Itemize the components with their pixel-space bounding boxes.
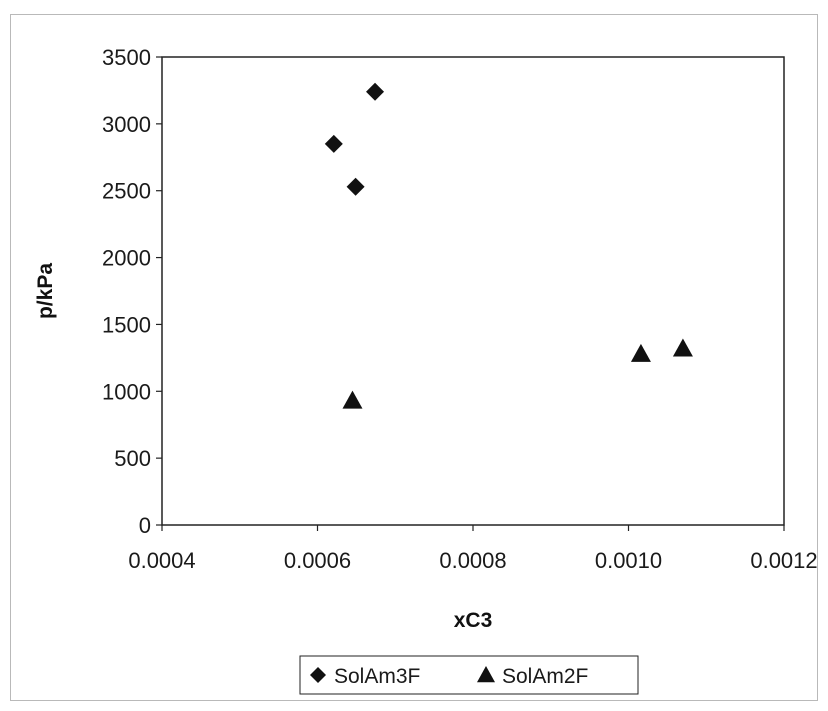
- y-tick-label: 2500: [102, 179, 151, 204]
- x-tick-label: 0.0006: [284, 548, 351, 573]
- y-axis-ticks: 0 500 1000 1500 2000 2500 3000 3500: [102, 45, 162, 538]
- legend-label: SolAm2F: [502, 665, 588, 688]
- x-axis-ticks: 0.0004 0.0006 0.0008 0.0010 0.0012: [128, 525, 818, 573]
- y-tick-label: 2000: [102, 246, 151, 271]
- plot-area: [161, 56, 785, 526]
- x-tick-label: 0.0004: [128, 548, 195, 573]
- x-axis-title: xC3: [454, 609, 493, 632]
- point-solam3f: [346, 177, 365, 196]
- legend: SolAm3F SolAm2F: [299, 655, 639, 695]
- x-tick-label: 0.0008: [439, 548, 506, 573]
- legend-box: [299, 655, 639, 695]
- point-solam2f: [630, 343, 651, 362]
- y-tick-label: 1500: [102, 312, 151, 337]
- y-axis-title: p/kPa: [34, 263, 57, 319]
- y-tick-label: 0: [139, 513, 151, 538]
- legend-marker-diamond-icon: [310, 667, 326, 683]
- x-tick-label: 0.0010: [595, 548, 662, 573]
- data-points: [324, 82, 693, 409]
- y-tick-label: 3500: [102, 45, 151, 70]
- point-solam3f: [324, 134, 343, 153]
- y-tick-label: 3000: [102, 112, 151, 137]
- y-tick-label: 500: [114, 446, 151, 471]
- point-solam2f: [342, 390, 363, 409]
- y-tick-label: 1000: [102, 379, 151, 404]
- x-tick-label: 0.0012: [750, 548, 817, 573]
- point-solam2f: [672, 338, 693, 357]
- point-solam3f: [366, 82, 385, 101]
- legend-marker-triangle-icon: [477, 666, 495, 683]
- legend-label: SolAm3F: [334, 665, 420, 688]
